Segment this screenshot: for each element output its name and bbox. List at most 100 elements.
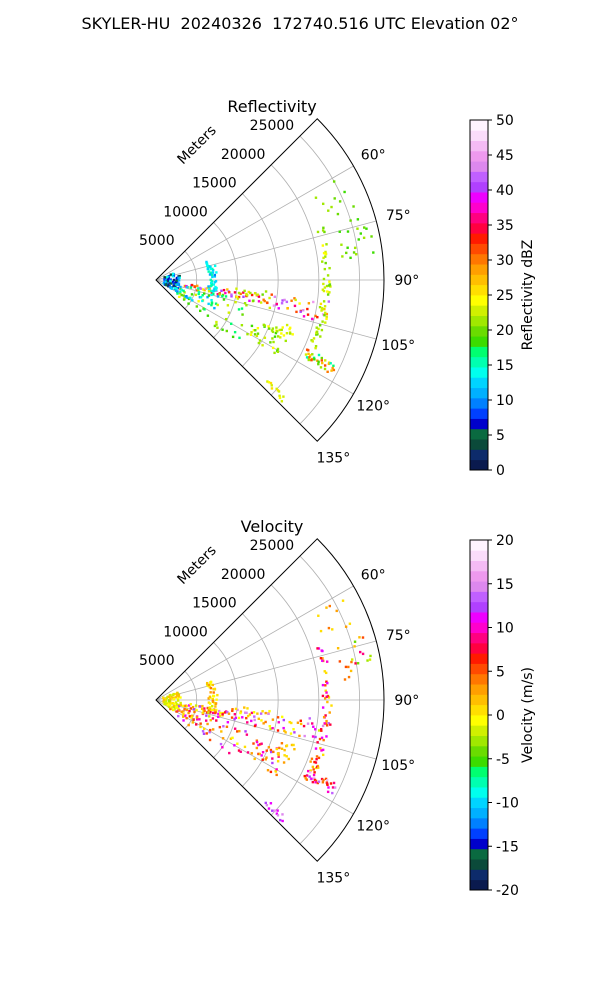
data-point [197, 289, 200, 292]
data-point [182, 719, 185, 722]
data-point [276, 716, 280, 719]
data-point [220, 730, 223, 733]
data-point [163, 702, 166, 705]
data-point [325, 606, 328, 609]
data-point [320, 729, 323, 732]
data-point [184, 714, 187, 717]
data-point [283, 754, 286, 757]
data-point [207, 302, 210, 306]
data-point [199, 725, 202, 729]
data-point [324, 250, 327, 254]
azimuth-tick-label: 75° [386, 628, 411, 644]
data-point [338, 200, 342, 203]
data-point [256, 293, 259, 296]
colorbar-tick-label: -15 [496, 839, 519, 855]
data-point [211, 275, 214, 279]
data-point [321, 229, 325, 232]
data-point [290, 721, 293, 725]
data-point [196, 284, 199, 288]
data-point [178, 274, 181, 278]
colorbar-swatch [470, 459, 488, 471]
data-point [163, 278, 166, 281]
data-point [190, 716, 193, 719]
data-point [204, 719, 208, 722]
data-point [329, 285, 332, 288]
data-point [179, 290, 182, 294]
colorbar-swatch [470, 879, 488, 891]
data-point [237, 308, 241, 311]
data-point [324, 311, 327, 315]
data-point [326, 293, 330, 296]
data-point [321, 288, 325, 291]
data-point [280, 332, 283, 335]
colorbar-swatch [470, 305, 488, 316]
data-point [252, 299, 255, 302]
data-point [166, 695, 169, 699]
data-point [256, 326, 260, 330]
data-point [311, 340, 314, 343]
data-point [174, 289, 178, 292]
colorbar-swatch [470, 859, 488, 870]
data-point [319, 728, 323, 731]
data-point [293, 304, 297, 308]
data-point [182, 712, 185, 716]
data-point [210, 298, 213, 302]
data-point [350, 658, 354, 661]
data-point [285, 300, 289, 304]
data-point [268, 327, 271, 330]
data-point [316, 781, 320, 785]
data-point [189, 707, 193, 710]
data-point [257, 300, 261, 303]
data-point [207, 290, 211, 293]
data-point [282, 726, 285, 730]
data-point [207, 285, 210, 288]
data-point [239, 710, 243, 713]
data-point [203, 288, 206, 292]
data-point [325, 735, 328, 738]
data-point [250, 293, 254, 297]
data-point [210, 273, 214, 277]
azimuth-tick-label: 135° [316, 870, 350, 886]
data-point [201, 704, 204, 708]
data-point [245, 711, 248, 714]
data-point [274, 331, 278, 335]
data-point [265, 749, 268, 752]
data-point [243, 289, 246, 293]
colorbar-swatch [470, 807, 488, 819]
azimuth-gridline [155, 699, 354, 815]
data-point [270, 387, 274, 390]
data-point [282, 718, 286, 722]
colorbar-swatch [470, 439, 488, 450]
data-point [320, 736, 324, 739]
data-point [271, 809, 274, 812]
data-point [340, 243, 343, 246]
colorbar-swatch [470, 622, 488, 634]
data-point [281, 326, 284, 329]
data-point [324, 714, 327, 717]
data-point [213, 264, 217, 268]
data-point [310, 757, 314, 760]
colorbar-swatch [470, 684, 488, 695]
data-point [328, 280, 331, 283]
data-point [216, 693, 219, 697]
data-point [281, 819, 284, 823]
colorbar-swatch [470, 653, 488, 664]
data-point [172, 704, 176, 707]
data-point [263, 324, 267, 327]
data-point [173, 706, 177, 709]
data-point [164, 700, 168, 703]
data-point [317, 362, 320, 366]
data-point [205, 714, 208, 717]
data-point [193, 285, 196, 289]
data-point [167, 285, 170, 288]
data-point [317, 756, 321, 760]
data-point [176, 281, 179, 284]
data-point [353, 645, 356, 648]
data-point [212, 292, 215, 296]
data-point [172, 708, 175, 712]
data-point [325, 243, 328, 246]
data-point [305, 778, 309, 781]
data-point [279, 818, 282, 822]
data-point [209, 728, 212, 732]
data-point [195, 305, 199, 308]
